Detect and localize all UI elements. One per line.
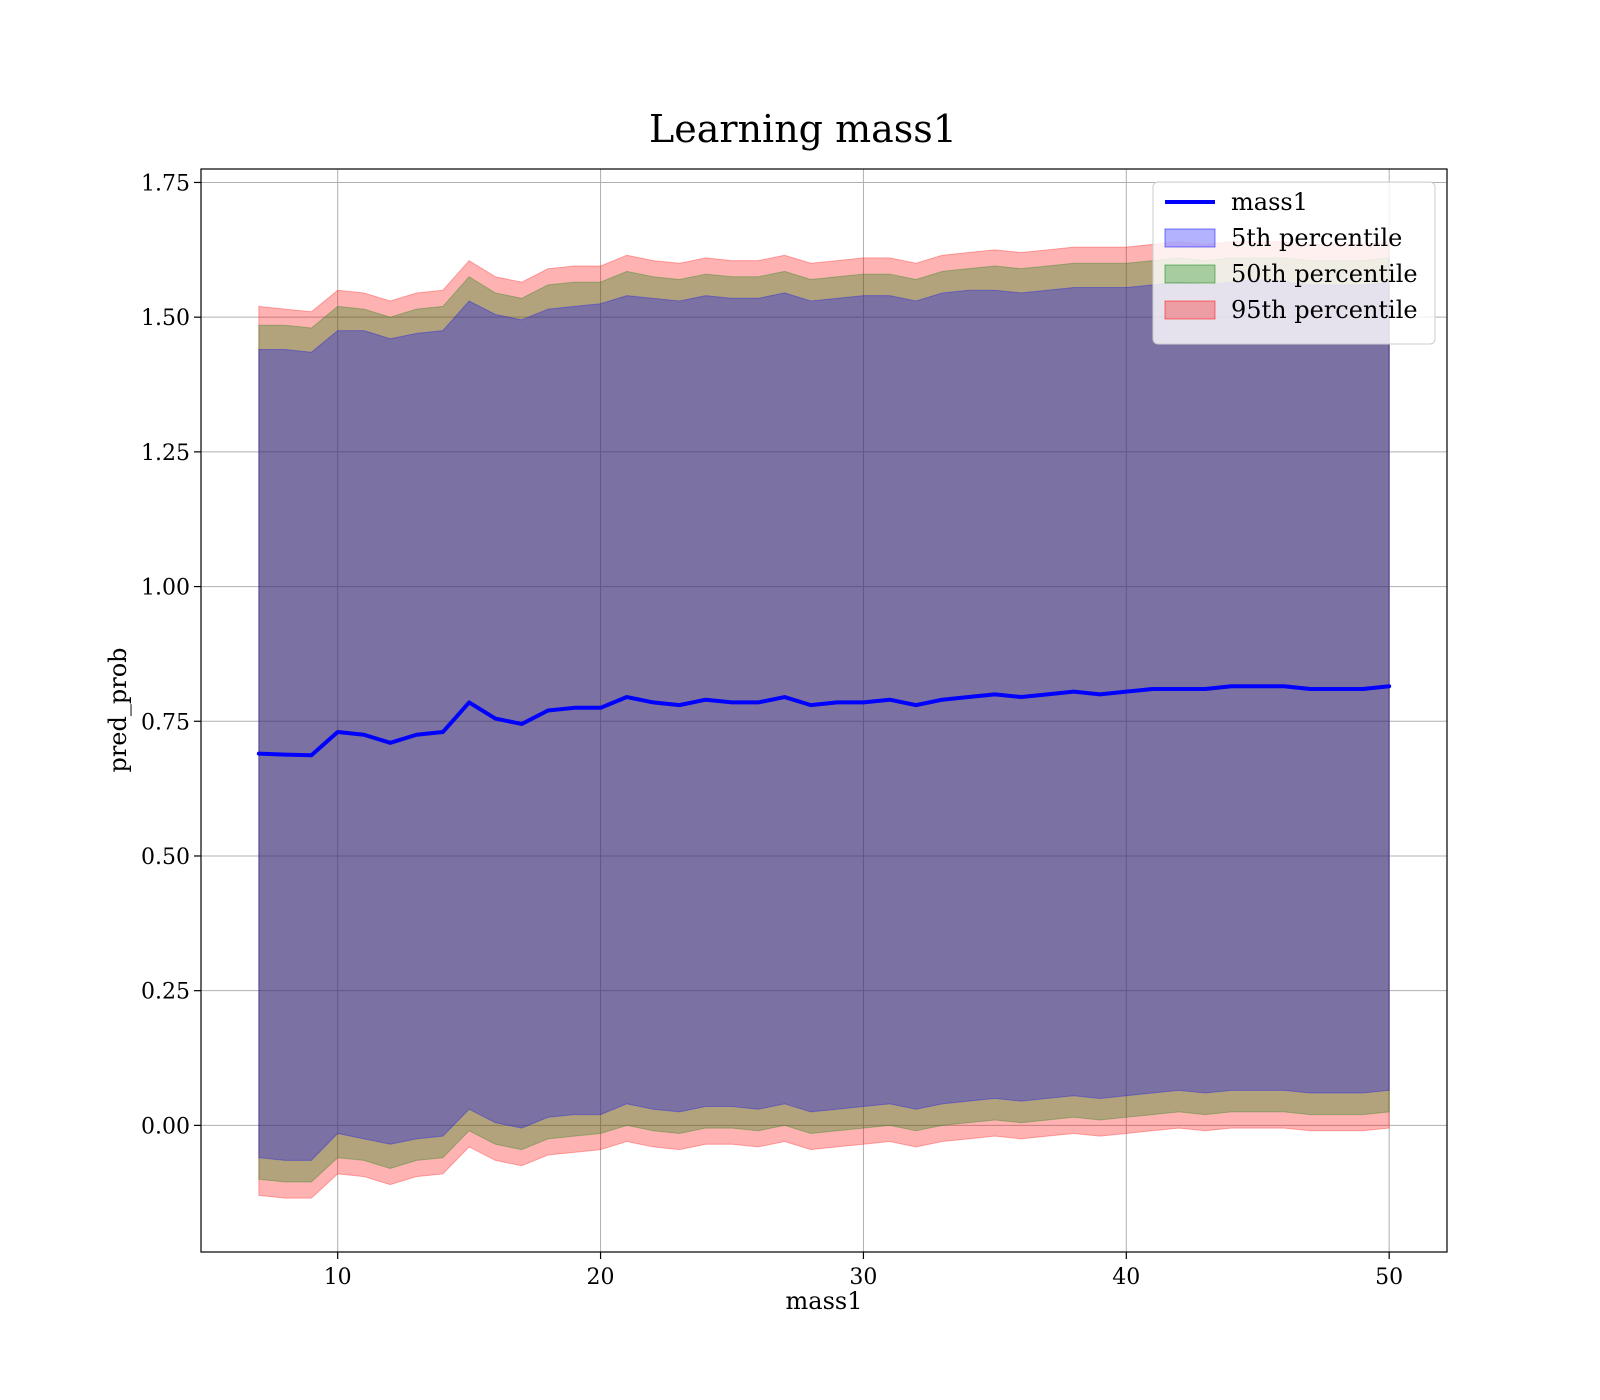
chart-title: Learning mass1 — [649, 107, 957, 151]
band-95th-percentile — [258, 241, 1390, 1199]
band-50th-percentile — [258, 257, 1390, 1183]
y-tick-label: 0.00 — [141, 1114, 190, 1139]
x-tick-label: 40 — [1112, 1265, 1140, 1290]
legend-swatch-5th-percentile — [1164, 228, 1216, 248]
y-tick-label: 0.25 — [141, 980, 190, 1005]
y-axis-label: pred_prob — [104, 647, 132, 772]
x-tick-label: 10 — [324, 1265, 352, 1290]
legend-label-95th-percentile: 95th percentile — [1231, 296, 1418, 324]
legend-swatch-50th-percentile — [1164, 264, 1216, 284]
x-axis-label: mass1 — [786, 1287, 863, 1315]
grid — [201, 169, 1447, 1252]
y-tick-label: 1.50 — [141, 306, 190, 331]
x-tick-label: 50 — [1375, 1265, 1403, 1290]
legend-label-50th-percentile: 50th percentile — [1231, 260, 1418, 288]
line-mass1 — [256, 684, 1392, 758]
legend-box — [1152, 181, 1436, 345]
plot-frame — [200, 168, 1448, 1253]
y-tick-label: 0.50 — [141, 845, 190, 870]
y-tick-label: 1.25 — [141, 441, 190, 466]
y-tick-label: 1.00 — [141, 576, 190, 601]
legend-label-5th-percentile: 5th percentile — [1231, 224, 1402, 252]
series-lines — [256, 684, 1392, 758]
legend: mass1 5th percentile 50th percentile 95th p… — [1152, 181, 1436, 345]
legend-swatch-95th-percentile — [1164, 300, 1216, 320]
x-tick-label: 20 — [587, 1265, 615, 1290]
y-tick-label: 1.75 — [141, 171, 190, 196]
percentile-bands — [258, 241, 1390, 1199]
legend-label-mass1: mass1 — [1231, 188, 1308, 216]
axis-ticks: 10 20 30 40 50 0.00 0.25 0.50 0.75 1.00 1.25 1.50 1.… — [141, 171, 1403, 1290]
y-tick-label: 0.75 — [141, 710, 190, 735]
x-tick-label: 30 — [849, 1265, 877, 1290]
band-5th-percentile — [258, 278, 1390, 1161]
